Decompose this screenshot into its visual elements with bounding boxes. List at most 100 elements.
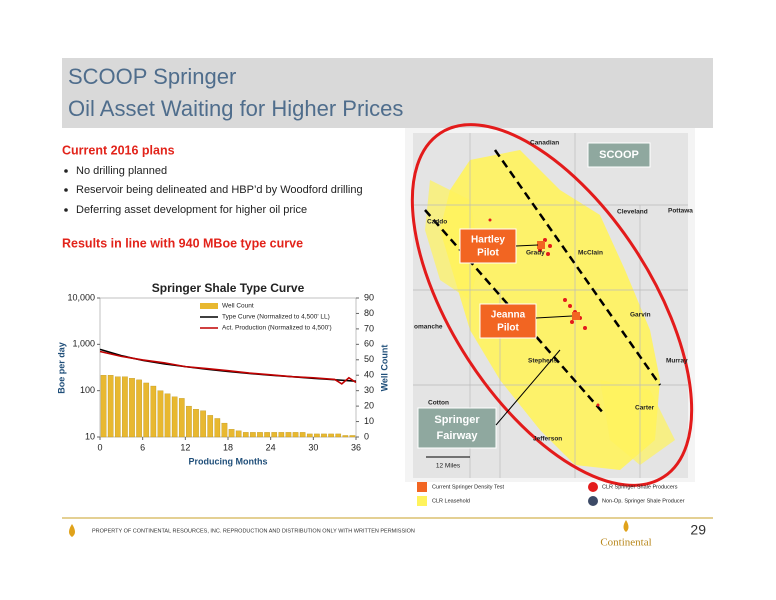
county-label: Garvin: [630, 312, 651, 319]
x-tick-label: 12: [180, 442, 190, 452]
bar: [100, 375, 107, 438]
leasehold: [600, 380, 675, 465]
bar: [178, 398, 185, 438]
legend-label: Well Count: [222, 303, 254, 310]
callout-label: Hartley: [471, 235, 505, 246]
bar: [207, 415, 214, 438]
y2-tick-label: 80: [364, 308, 374, 318]
bar: [242, 432, 249, 438]
bar: [278, 432, 285, 438]
legend-swatch: [417, 482, 427, 492]
y2-tick-label: 0: [364, 431, 369, 441]
bar: [306, 433, 313, 438]
density-test: [537, 241, 545, 249]
bullet-text: Deferring asset development for higher o…: [76, 204, 307, 216]
county-label: Canadian: [530, 140, 559, 147]
bar: [107, 375, 114, 438]
county-label: Pottawa: [668, 208, 693, 215]
leader: [515, 244, 539, 247]
bar: [136, 379, 142, 438]
density-test: [572, 312, 580, 320]
county-label: Murray: [666, 358, 688, 365]
callout: [459, 228, 517, 264]
y-tick-label: 10,000: [67, 292, 95, 302]
title: SCOOP Springer: [68, 64, 236, 89]
callout-label: Springer: [434, 414, 480, 426]
callout: [479, 303, 537, 339]
y2-tick-label: 20: [364, 400, 374, 410]
heading: Current 2016 plans: [62, 143, 175, 157]
bar: [186, 405, 192, 438]
legend-label: Act. Production (Normalized to 4,500'): [222, 325, 332, 332]
bar: [271, 432, 278, 438]
callout-label: Fairway: [437, 430, 479, 442]
county-label: omanche: [414, 324, 443, 331]
bar: [228, 429, 235, 438]
bar: [328, 433, 334, 438]
line: [99, 350, 357, 385]
scoop-outline: [410, 123, 694, 487]
x-axis-label: Producing Months: [189, 456, 268, 466]
x-tick-label: 6: [140, 442, 145, 452]
line: [99, 348, 357, 383]
bullet: [64, 208, 68, 212]
footer-notice: PROPERTY OF CONTINENTAL RESOURCES, INC. …: [92, 528, 415, 534]
bar: [314, 433, 320, 438]
bullet-text: Reservoir being delineated and HBP’d by …: [76, 184, 363, 196]
x-tick-label: 36: [351, 442, 361, 452]
bar: [335, 433, 342, 438]
callout-label: Pilot: [477, 248, 499, 259]
legend-label: CLR Leasehold: [432, 498, 470, 504]
leader: [535, 315, 573, 319]
legend-label: Current Springer Density Test: [432, 484, 505, 490]
bar: [193, 409, 199, 438]
callout-label: Jeanna: [491, 310, 526, 321]
bar: [292, 432, 299, 438]
bar: [164, 393, 171, 438]
bullet: [64, 188, 68, 192]
page-number: 29: [690, 522, 706, 538]
x-tick-label: 18: [223, 442, 233, 452]
county-label: Jefferson: [533, 436, 562, 443]
bullet-text: No drilling planned: [76, 165, 167, 177]
brand-mark: [623, 520, 629, 532]
bullet: [64, 169, 68, 173]
legend-swatch: [588, 482, 598, 492]
county-label: Grady: [526, 250, 545, 257]
bar: [257, 432, 263, 438]
y2-tick-label: 30: [364, 385, 374, 395]
callout-label: Pilot: [497, 323, 519, 334]
x-tick-label: 24: [266, 442, 276, 452]
bar: [129, 378, 135, 438]
county-label: Carter: [635, 405, 655, 412]
legend-swatch: [417, 496, 427, 506]
chart-title: Springer Shale Type Curve: [152, 281, 305, 295]
bar: [285, 432, 292, 438]
brand-logo: Continental: [600, 537, 651, 549]
county-label: Cleveland: [617, 209, 648, 216]
county-label: McClain: [578, 250, 603, 257]
leader: [495, 349, 561, 426]
y2-axis-label: Well Count: [379, 345, 389, 392]
heading: Results in line with 940 MBoe type curve: [62, 236, 303, 250]
bar: [321, 433, 327, 438]
legend-swatch: [200, 303, 218, 309]
legend-label: Type Curve (Normalized to 4,500' LL): [222, 314, 330, 321]
bar: [250, 432, 256, 438]
y2-tick-label: 10: [364, 416, 374, 426]
callout: [587, 142, 651, 168]
bar: [143, 382, 150, 438]
bar: [200, 410, 206, 438]
y-tick-label: 1,000: [72, 339, 95, 349]
bar: [264, 432, 270, 438]
callout: [417, 407, 497, 449]
footer-logo: [69, 524, 75, 537]
y-tick-label: 100: [80, 385, 95, 395]
y2-tick-label: 60: [364, 339, 374, 349]
county-label: Cotton: [428, 400, 449, 407]
bar: [122, 376, 128, 438]
legend-label: CLR Springer Shale Producers: [602, 484, 678, 490]
callout-label: SCOOP: [599, 149, 639, 161]
bar: [299, 432, 306, 438]
